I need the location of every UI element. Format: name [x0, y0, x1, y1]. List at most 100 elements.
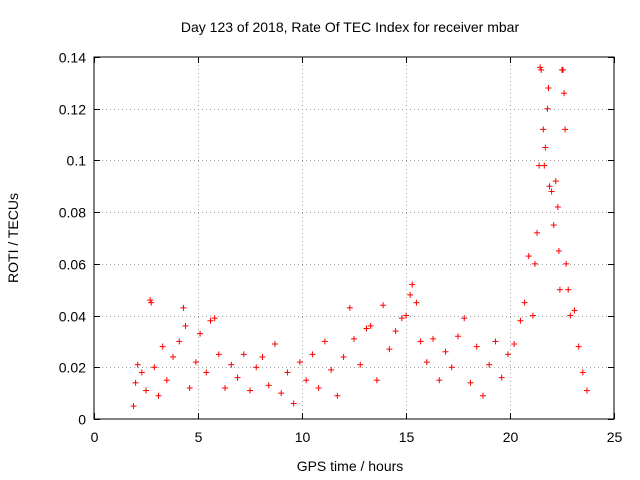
data-point	[340, 353, 347, 360]
grid	[94, 57, 614, 419]
data-point	[492, 338, 499, 345]
x-tick-label: 25	[607, 429, 623, 445]
data-point	[147, 297, 154, 304]
data-point	[176, 338, 183, 345]
data-point	[247, 387, 253, 394]
data-point	[409, 281, 416, 288]
y-tick-label: 0.06	[59, 257, 86, 273]
data-point	[417, 338, 424, 345]
x-axis-title: GPS time / hours	[297, 458, 404, 474]
data-point	[192, 359, 199, 366]
data-point	[207, 317, 214, 324]
data-point	[148, 299, 155, 306]
data-point	[504, 351, 511, 358]
data-point	[545, 85, 552, 92]
data-point	[536, 162, 543, 169]
data-points	[130, 64, 590, 410]
x-tick-label: 20	[503, 429, 519, 445]
data-point	[315, 384, 322, 391]
data-point	[542, 144, 549, 151]
data-point	[403, 312, 409, 319]
data-point	[303, 377, 310, 384]
data-point	[534, 229, 541, 236]
data-point	[430, 335, 437, 342]
data-point	[525, 253, 532, 260]
tick-labels: 0 5 10 15 20 25 0 0.02 0.04 0.06 0.08 0.1 0.12 0.14	[59, 50, 623, 446]
data-point	[567, 312, 574, 319]
y-axis-title: ROTI / TECUs	[5, 193, 21, 283]
data-point	[521, 299, 528, 306]
data-point	[448, 364, 455, 371]
data-point	[538, 66, 545, 73]
data-point	[537, 64, 544, 71]
x-tick-label: 0	[91, 429, 99, 445]
data-point	[373, 377, 380, 384]
data-point	[265, 382, 272, 389]
data-point	[531, 260, 538, 267]
data-point	[253, 364, 260, 371]
data-point	[197, 330, 204, 337]
data-point	[180, 304, 187, 311]
data-point	[278, 390, 285, 397]
data-point	[222, 384, 229, 391]
data-point	[413, 299, 420, 306]
data-point	[565, 286, 572, 293]
data-point	[511, 341, 518, 348]
data-point	[271, 341, 278, 348]
data-point	[334, 392, 341, 399]
data-point	[529, 312, 536, 319]
x-tick-label: 5	[195, 429, 203, 445]
data-point	[228, 361, 235, 368]
data-point	[155, 392, 162, 399]
data-point	[461, 315, 468, 322]
data-point	[486, 361, 493, 368]
data-point	[182, 322, 189, 329]
data-point	[579, 369, 586, 376]
data-point	[575, 343, 582, 350]
data-point	[442, 348, 449, 355]
data-point	[351, 335, 357, 342]
data-point	[554, 203, 561, 210]
data-point	[163, 377, 170, 384]
x-tick-label: 15	[399, 429, 415, 445]
data-point	[363, 325, 370, 332]
data-point	[132, 379, 139, 386]
data-point	[346, 304, 353, 311]
data-point	[328, 366, 335, 373]
y-tick-label: 0.14	[59, 50, 86, 66]
chart-title: Day 123 of 2018, Rate Of TEC Index for r…	[181, 19, 520, 35]
data-point	[423, 359, 430, 366]
data-point	[321, 338, 328, 345]
axis-ticks	[94, 57, 615, 420]
data-point	[467, 379, 474, 386]
data-point	[498, 374, 505, 381]
y-tick-label: 0.04	[59, 309, 86, 325]
data-point	[407, 291, 414, 298]
data-point	[540, 126, 547, 133]
data-point	[541, 162, 548, 169]
data-point	[284, 369, 291, 376]
data-point	[517, 317, 524, 324]
data-point	[548, 188, 555, 195]
data-point	[296, 359, 303, 366]
data-point	[560, 66, 567, 73]
data-point	[367, 322, 374, 329]
y-tick-label: 0.12	[59, 102, 86, 118]
data-point	[398, 315, 405, 322]
data-point	[309, 351, 316, 358]
data-point	[544, 105, 551, 112]
data-point	[555, 247, 562, 254]
data-point	[170, 353, 177, 360]
data-point	[203, 369, 210, 376]
data-point	[159, 343, 166, 350]
data-point	[563, 260, 570, 267]
y-tick-label: 0.1	[67, 153, 87, 169]
y-tick-label: 0.02	[59, 360, 86, 376]
data-point	[143, 387, 149, 394]
data-point	[234, 374, 241, 381]
data-point	[357, 361, 364, 368]
y-tick-label: 0	[78, 412, 86, 428]
data-point	[546, 183, 553, 190]
